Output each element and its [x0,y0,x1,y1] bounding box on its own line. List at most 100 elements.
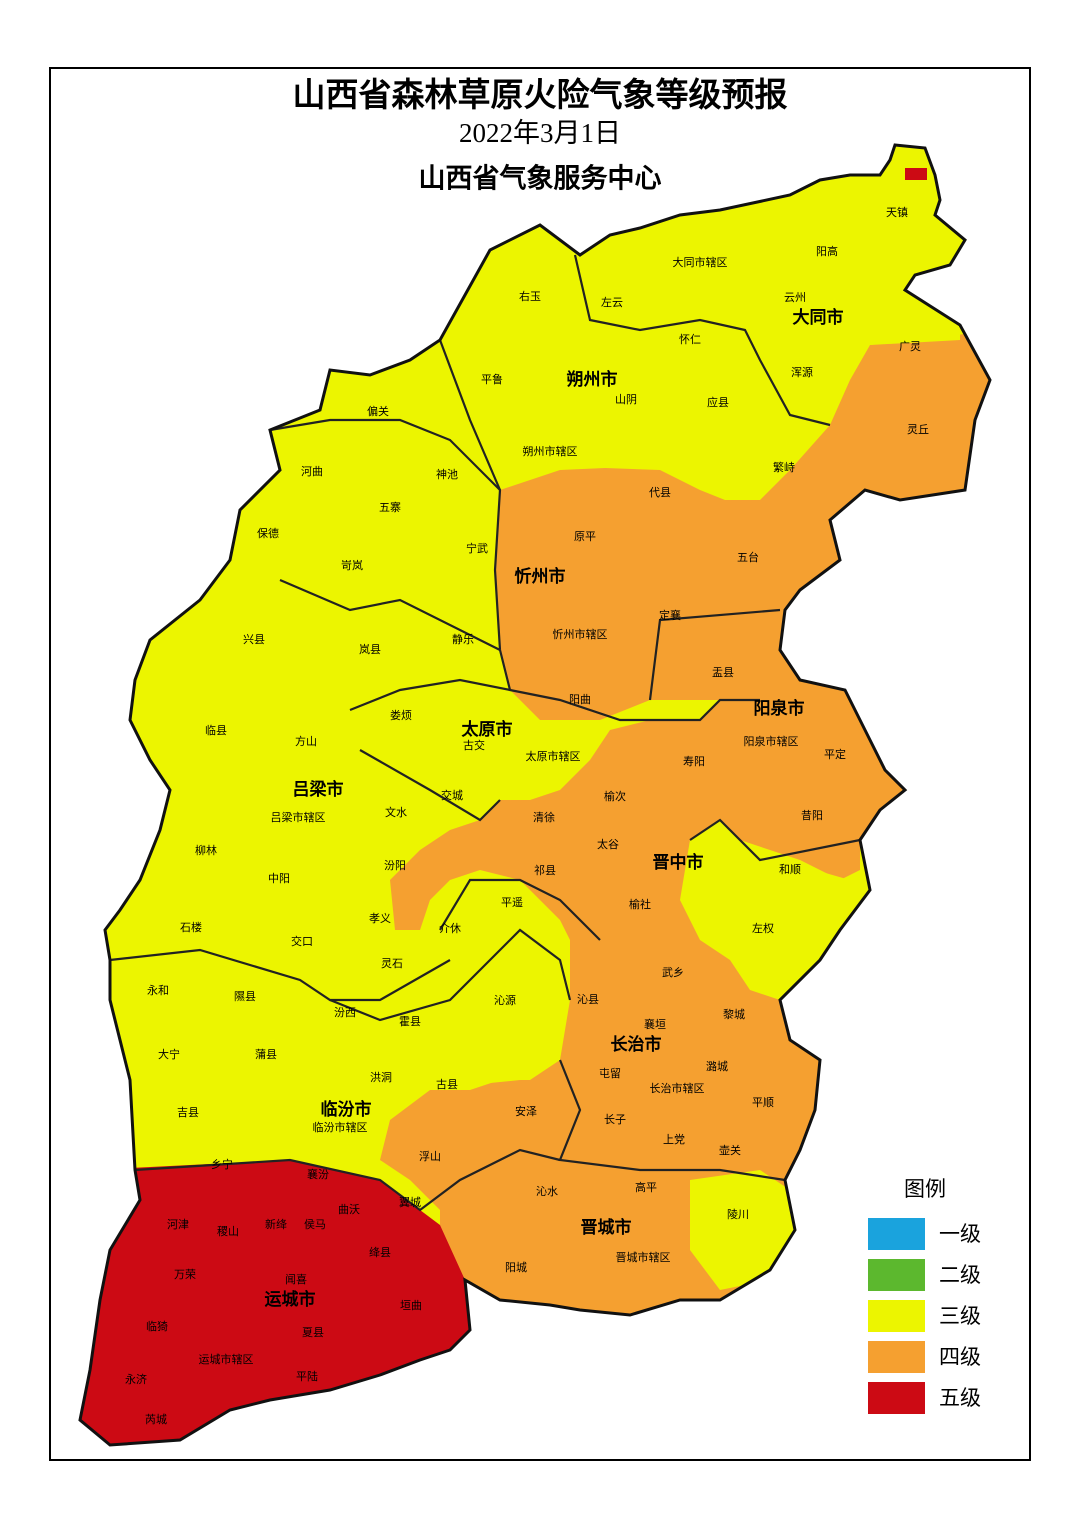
city-boundary [439,878,601,941]
county-label: 壶关 [719,1143,741,1157]
county-label: 浮山 [419,1150,441,1163]
legend-label: 三级 [939,1304,981,1328]
county-label: 夏县 [302,1326,324,1339]
city-boundary [349,678,760,722]
county-label: 垣曲 [400,1299,422,1312]
county-label: 盂县 [712,666,734,679]
legend-swatch [868,1218,925,1250]
county-label: 平顺 [752,1096,774,1109]
date: 2022年3月1日 [459,118,621,148]
county-label: 曲沃 [338,1203,360,1216]
legend-swatch [868,1259,925,1291]
county-label: 永和 [147,983,169,997]
city-label: 阳泉市 [754,698,805,719]
county-label: 云州 [784,291,806,304]
county-label: 保德 [257,526,279,540]
level5-area [80,1160,470,1445]
city-label: 运城市 [265,1289,316,1310]
county-label: 吉县 [177,1106,199,1119]
county-label: 定襄 [659,608,681,622]
county-label: 晋城市辖区 [616,1250,671,1264]
county-label: 柳林 [195,843,217,857]
county-label: 山阴 [615,393,637,406]
county-label: 娄烦 [390,709,412,722]
county-label: 岚县 [359,643,381,656]
county-label: 兴县 [243,633,265,646]
title: 山西省森林草原火险气象等级预报 [293,75,788,114]
county-label: 沁县 [577,993,599,1006]
county-label: 平定 [824,747,846,761]
level3-area [690,1170,795,1290]
county-label: 交城 [441,788,463,802]
county-label: 阳曲 [569,693,591,706]
county-label: 忻州市辖区 [553,627,608,641]
county-label: 襄垣 [644,1017,666,1031]
county-label: 隰县 [234,990,256,1003]
city-label: 晋城市 [581,1217,632,1238]
county-label: 古交 [463,738,485,752]
county-label: 灵石 [381,957,403,970]
county-label: 高平 [635,1180,657,1194]
county-label: 汾西 [334,1006,356,1019]
county-label: 和顺 [779,863,801,876]
county-label: 中阳 [268,872,290,885]
issuer: 山西省气象服务中心 [419,163,662,195]
city-boundary [269,418,512,691]
city-label: 忻州市 [515,566,566,587]
county-label: 右玉 [519,289,541,303]
county-label: 介休 [439,922,461,935]
county-label: 方山 [295,734,317,748]
frame [49,67,1031,1461]
county-label: 大宁 [158,1047,180,1061]
county-label: 黎城 [723,1007,745,1021]
county-label: 潞城 [706,1059,728,1073]
county-label: 静乐 [452,632,474,646]
level3-area [450,930,560,1085]
county-label: 沁水 [536,1185,558,1198]
county-label: 广灵 [899,340,921,353]
legend-label: 五级 [939,1386,981,1410]
county-label: 临猗 [146,1319,168,1333]
county-label: 闻喜 [285,1272,307,1286]
county-label: 神池 [436,467,458,481]
county-label: 大同市辖区 [673,255,728,269]
city-label: 晋中市 [653,852,704,873]
county-label: 文水 [385,805,407,819]
county-label: 霍县 [399,1015,421,1028]
county-label: 平鲁 [481,372,503,386]
county-label: 怀仁 [679,333,701,346]
county-label: 吕梁市辖区 [271,810,326,824]
level4-area [380,330,990,1320]
county-label: 偏关 [367,404,389,418]
county-label: 孝义 [369,912,391,925]
fill-areas [80,168,990,1445]
county-label: 沁源 [494,993,516,1007]
legend-label: 一级 [939,1222,981,1246]
county-label: 乡宁 [211,1157,233,1171]
county-label: 上党 [663,1133,685,1146]
city-boundary [329,928,572,1022]
county-label: 岢岚 [341,559,363,572]
county-label: 天镇 [886,205,908,219]
city-boundary [109,948,451,1002]
legend-swatch [868,1382,925,1414]
county-label: 朔州市辖区 [523,444,578,458]
county-label: 临县 [205,723,227,737]
legend-swatch [868,1300,925,1332]
county-label: 绛县 [369,1245,391,1259]
county-label: 阳城 [505,1261,527,1274]
county-label: 榆次 [604,789,626,803]
legend-label: 四级 [939,1345,981,1369]
county-label: 石楼 [180,920,202,934]
county-label: 古县 [436,1078,458,1091]
county-label: 运城市辖区 [199,1352,254,1366]
city-label: 长治市 [611,1034,662,1055]
city-label: 临汾市 [321,1099,372,1120]
county-label: 左云 [601,296,623,309]
city-boundary [359,749,501,822]
county-label: 清徐 [533,810,555,824]
city-boundary [573,254,831,427]
county-label: 襄汾 [307,1167,329,1181]
